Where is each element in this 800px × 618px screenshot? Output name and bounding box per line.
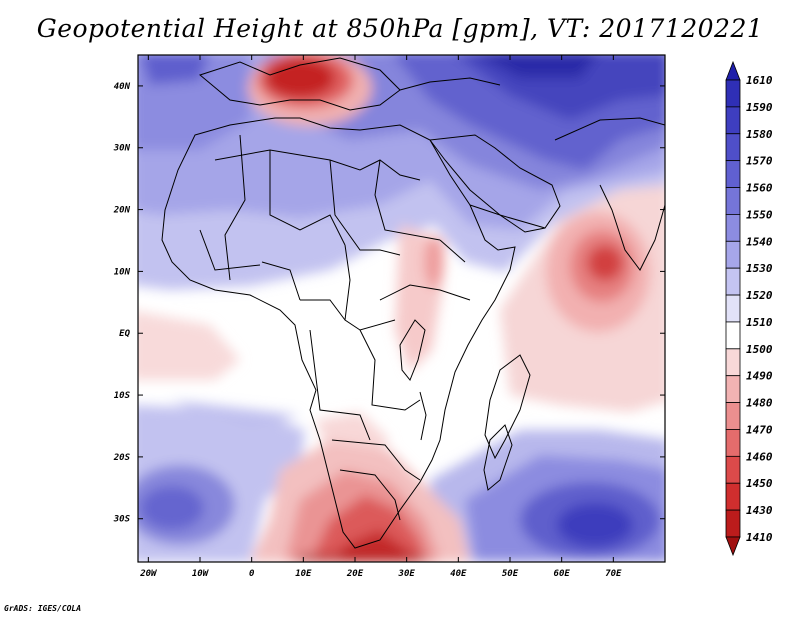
height-field (138, 55, 665, 562)
y-tick-label: 40N (114, 82, 131, 92)
colorbar-label: 1480 (746, 397, 773, 410)
colorbar-label: 1530 (746, 262, 773, 275)
credit-text: GrADS: IGES/COLA (4, 604, 82, 613)
x-tick-label: 70E (605, 569, 622, 579)
colorbar-label: 1570 (746, 155, 773, 168)
y-tick-label: 10S (114, 391, 131, 401)
colorbar-bottom-triangle (725, 536, 741, 557)
colorbar-segment (725, 482, 741, 511)
colorbar-label: 1560 (746, 182, 773, 195)
map-title: Geopotential Height at 850hPa [gpm], VT:… (36, 14, 764, 43)
colorbar-segment (725, 240, 741, 269)
x-tick-label: 40E (450, 569, 467, 579)
colorbar-segment (725, 509, 741, 538)
colorbar-segment (725, 375, 741, 403)
colorbar-label: 1460 (746, 450, 773, 463)
colorbar-segment (725, 267, 741, 296)
y-axis: 40N 30N 20N 10N EQ 10S 20S 30S (113, 82, 665, 525)
colorbar-label: 1490 (746, 370, 773, 383)
y-tick-label: 10N (114, 267, 131, 277)
colorbar: 1610 1590 1580 1570 1560 1550 1540 1530 1520 1510… (725, 60, 773, 557)
y-tick-label: 30S (113, 515, 131, 525)
x-tick-label: 0 (249, 569, 255, 579)
colorbar-label: 1500 (746, 343, 773, 356)
colorbar-top-triangle (725, 60, 741, 81)
coastlines (161, 57, 665, 549)
colorbar-label: 1550 (746, 208, 773, 221)
x-tick-label: 50E (502, 569, 519, 579)
colorbar-label: 1470 (746, 423, 773, 436)
y-tick-label: EQ (119, 329, 130, 339)
y-tick-label: 30N (113, 144, 131, 154)
colorbar-label: 1510 (746, 316, 773, 329)
x-axis: 20W 10W 0 10E 20E 30E 40E 50E 60E 70E (139, 55, 622, 579)
colorbar-label: 1520 (746, 289, 773, 302)
colorbar-label: 1590 (746, 101, 773, 114)
colorbar-segment (725, 455, 741, 484)
colorbar-segment (725, 214, 741, 242)
x-tick-label: 20W (139, 569, 158, 579)
x-tick-label: 20E (346, 569, 364, 579)
colorbar-label: 1430 (746, 504, 773, 517)
colorbar-segment (725, 294, 741, 323)
y-tick-label: 20N (113, 206, 131, 216)
colorbar-label: 1580 (746, 128, 773, 141)
colorbar-segment (725, 429, 741, 457)
x-tick-label: 60E (554, 569, 571, 579)
x-tick-label: 30E (398, 569, 416, 579)
colorbar-segment (725, 106, 741, 135)
colorbar-label: 1450 (746, 477, 773, 490)
y-tick-label: 20S (113, 453, 131, 463)
colorbar-segment (725, 79, 741, 108)
colorbar-segment (725, 348, 741, 377)
colorbar-label: 1410 (746, 531, 773, 544)
colorbar-segment (725, 133, 741, 162)
x-tick-label: 10W (192, 569, 210, 579)
x-tick-label: 10E (295, 569, 312, 579)
plot-frame (137, 54, 666, 563)
colorbar-label: 1610 (746, 74, 773, 87)
colorbar-segment (725, 402, 741, 430)
colorbar-segment (725, 187, 741, 215)
colorbar-segment (725, 160, 741, 188)
colorbar-segment (725, 321, 741, 350)
colorbar-label: 1540 (746, 235, 773, 248)
